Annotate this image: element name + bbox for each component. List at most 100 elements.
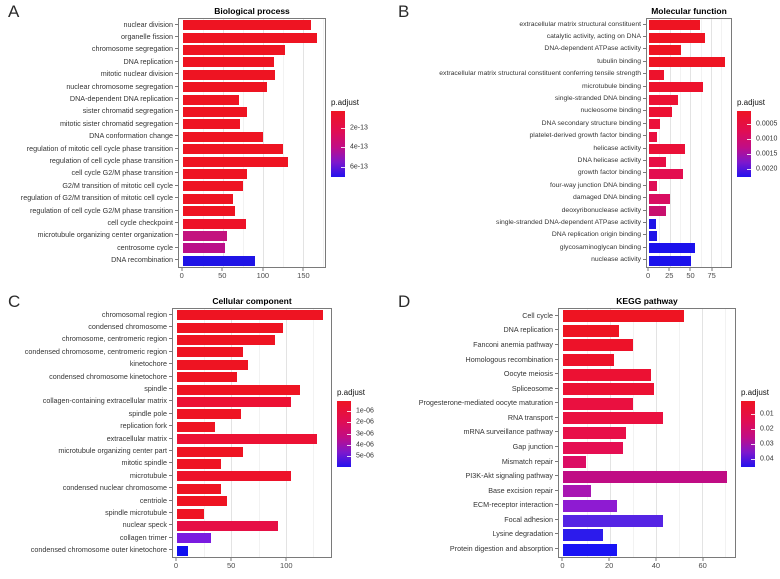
bar xyxy=(182,218,246,229)
category-label-text: Mismatch repair xyxy=(501,456,553,466)
category-label-text: mitotic sister chromatid segregation xyxy=(59,118,173,128)
category-label: nuclear speck xyxy=(0,519,172,531)
x-tick-mark xyxy=(230,558,232,561)
bar xyxy=(649,69,664,80)
y-axis-labels: Cell cycle DNA replication Fanconi anemia … xyxy=(390,296,558,572)
bar xyxy=(182,44,286,56)
gridline xyxy=(680,19,682,267)
category-label: cell cycle checkpoint xyxy=(0,216,178,228)
bar xyxy=(182,168,248,180)
bar xyxy=(182,255,256,266)
y-tick-mark xyxy=(169,536,172,538)
bar xyxy=(649,255,692,266)
x-tick-mark xyxy=(302,268,304,271)
category-label: DNA conformation change xyxy=(0,130,178,142)
y-tick-mark xyxy=(643,73,646,75)
bar xyxy=(176,533,211,544)
category-label-text: ECM-receptor interaction xyxy=(473,500,553,510)
category-label: DNA replication origin binding xyxy=(390,229,646,241)
category-label-text: single-stranded DNA-dependent ATPase act… xyxy=(496,218,641,226)
chart: chromosomal region condensed chromosome ch… xyxy=(0,290,390,572)
category-label: nuclear division xyxy=(0,18,178,30)
category-label-text: nuclear division xyxy=(123,19,173,29)
y-axis-labels: chromosomal region condensed chromosome ch… xyxy=(0,296,172,572)
x-tick-mark xyxy=(608,558,610,561)
y-tick-mark xyxy=(169,549,172,551)
x-tick-label: 60 xyxy=(698,561,707,570)
category-label-text: mitotic nuclear division xyxy=(100,69,173,79)
category-label: RNA transport xyxy=(390,410,558,425)
category-label: Mismatch repair xyxy=(390,454,558,469)
x-tick-mark xyxy=(285,558,287,561)
y-tick-mark xyxy=(555,533,558,535)
category-label-text: condensed chromosome outer kinetochore xyxy=(30,545,167,555)
category-label: Fanconi anemia pathway xyxy=(390,337,558,352)
category-label-text: condensed nuclear chromosome xyxy=(62,483,167,493)
category-label-text: spindle microtubule xyxy=(105,507,167,517)
legend-colorbar-wrap: 2e-13 4e-13 6e-13 xyxy=(331,110,368,177)
plot-column: Cellular component 0 50 100 xyxy=(172,296,332,572)
bar xyxy=(563,339,633,352)
category-label-text: collagen trimer xyxy=(119,532,167,542)
category-label-text: deoxyribonuclease activity xyxy=(561,206,641,214)
bar xyxy=(182,69,275,80)
panel-letter: B xyxy=(398,2,410,21)
y-tick-mark xyxy=(643,246,646,248)
category-label-text: chromosome segregation xyxy=(91,44,173,54)
bar xyxy=(176,446,244,457)
legend-tick-label: 2e-13 xyxy=(350,124,368,132)
category-label-text: regulation of cell cycle phase transitio… xyxy=(49,155,173,165)
bar xyxy=(563,499,617,512)
category-label-text: Cell cycle xyxy=(522,310,553,320)
category-label-text: microtubule organizing center organizati… xyxy=(37,230,173,240)
bar xyxy=(182,131,264,142)
legend-tick-mark xyxy=(347,444,351,446)
category-label-text: glycosaminoglycan binding xyxy=(559,243,641,251)
category-label-text: nuclease activity xyxy=(591,256,641,264)
x-tick-label: 0 xyxy=(173,561,179,570)
panel-molecular-function: B extracellular matrix structural consti… xyxy=(390,0,780,289)
category-label: extracellular matrix structural constitu… xyxy=(390,18,646,30)
legend-tick-mark xyxy=(751,413,755,415)
category-label: collagen trimer xyxy=(0,531,172,543)
gridline xyxy=(702,309,704,557)
y-tick-mark xyxy=(555,460,558,462)
bar xyxy=(563,427,626,439)
y-tick-mark xyxy=(555,358,558,360)
y-tick-mark xyxy=(175,159,178,161)
bar xyxy=(176,421,216,432)
category-label: DNA helicase activity xyxy=(390,154,646,166)
bar xyxy=(649,44,681,56)
bar xyxy=(649,243,695,254)
category-label: centriole xyxy=(0,494,172,506)
category-label: DNA replication xyxy=(390,323,558,338)
y-tick-mark xyxy=(175,259,178,261)
category-label: mRNA surveillance pathway xyxy=(390,425,558,440)
y-tick-mark xyxy=(169,375,172,377)
legend-title: p.adjust xyxy=(737,97,766,107)
category-label-text: chromosomal region xyxy=(101,309,167,319)
y-tick-mark xyxy=(169,388,172,390)
legend-tick-mark xyxy=(747,138,751,140)
y-tick-mark xyxy=(169,437,172,439)
chart-title: Cellular component xyxy=(212,296,292,306)
category-label-text: Oocyte meiosis xyxy=(503,369,553,379)
legend-tick-mark xyxy=(347,455,351,457)
panel-letter: C xyxy=(8,292,21,311)
y-tick-mark xyxy=(643,110,646,112)
x-axis: 0 20 40 60 xyxy=(558,558,736,572)
legend-tick-mark xyxy=(341,128,345,130)
x-tick-label: 100 xyxy=(256,271,270,280)
category-label-text: platelet-derived growth factor binding xyxy=(529,132,641,140)
chart: extracellular matrix structural constitu… xyxy=(390,0,780,282)
bar xyxy=(563,514,663,527)
category-label-text: Fanconi anemia pathway xyxy=(473,339,553,349)
category-label-text: regulation of G2/M transition of mitotic… xyxy=(20,193,173,203)
category-label: mitotic nuclear division xyxy=(0,68,178,80)
x-tick-label: 20 xyxy=(605,561,614,570)
legend-tick-label: 0.0005 xyxy=(756,120,778,128)
bar xyxy=(176,334,275,346)
category-label-text: DNA replication origin binding xyxy=(551,231,641,239)
category-label-text: microtubule organizing center part xyxy=(58,445,167,455)
category-label-text: Base excision repair xyxy=(488,485,553,495)
